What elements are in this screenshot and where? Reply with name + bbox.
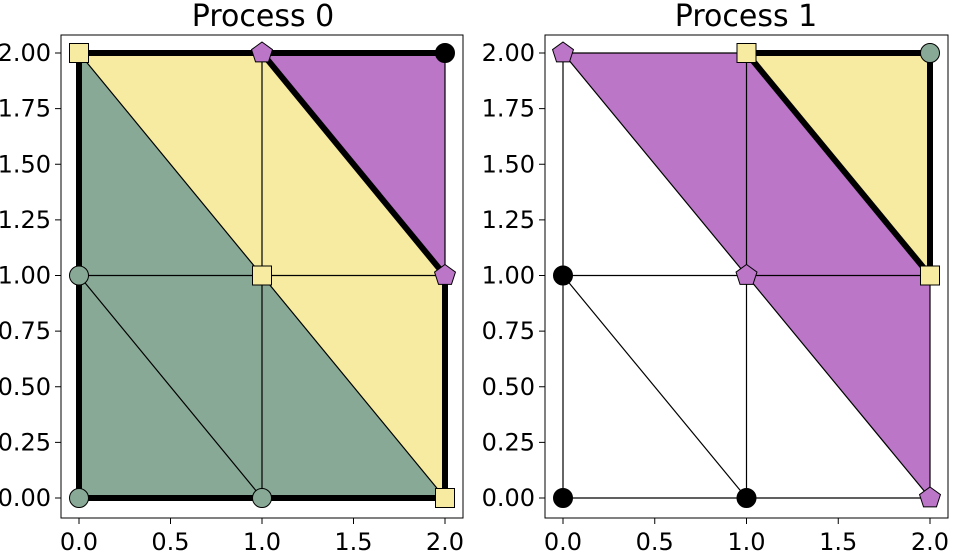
y-tick-label: 0.50 <box>482 373 535 401</box>
mesh-edge <box>562 275 747 499</box>
y-tick-label: 1.00 <box>482 262 535 290</box>
mesh-edge <box>78 275 263 499</box>
y-tick-label: 1.00 <box>0 262 51 290</box>
x-tick-label: 0.0 <box>544 528 582 551</box>
x-tick-label: 0.5 <box>151 528 189 551</box>
vertex-marker-pentagon <box>918 486 942 508</box>
mesh-edge <box>261 275 446 499</box>
y-tick-label: 1.25 <box>0 206 51 234</box>
boundary-edge <box>259 51 448 278</box>
x-tick-label: 2.0 <box>911 528 949 551</box>
y-tick-label: 0.25 <box>482 428 535 456</box>
vertex-marker-square <box>736 43 757 63</box>
vertex-marker-pentagon <box>551 41 575 63</box>
y-tick-label: 0.50 <box>0 373 51 401</box>
plot-area <box>69 41 457 508</box>
x-tick-label: 1.0 <box>727 528 765 551</box>
vertex-marker-circle <box>69 265 89 286</box>
vertex-marker-circle <box>553 488 573 508</box>
vertex-marker-square <box>252 265 272 286</box>
mesh-edge <box>562 52 747 276</box>
x-tick-label: 1.5 <box>819 528 857 551</box>
vertex-marker-square <box>920 265 940 286</box>
vertex-marker-circle <box>252 488 272 508</box>
mesh-edge <box>78 52 263 276</box>
vertex-marker-circle <box>553 265 573 286</box>
y-tick-label: 1.25 <box>482 206 535 234</box>
x-tick-label: 2.0 <box>426 528 464 551</box>
y-tick-label: 2.00 <box>0 39 51 67</box>
panel-process-0: Process 0 0.0 0.5 1.0 1.5 2.0 0.00 0.25 0.50 0.7… <box>0 0 464 551</box>
y-tick-label: 1.50 <box>0 150 51 178</box>
y-tick-label: 0.00 <box>482 484 535 512</box>
panel-process-1: Process 1 0.0 0.5 1.0 1.5 2.0 0.00 0.25 0.50 0.7… <box>482 0 950 551</box>
vertex-marker-pentagon <box>250 41 274 63</box>
x-tick-label: 1.0 <box>243 528 281 551</box>
vertex-marker-square <box>69 43 89 63</box>
panel-title: Process 0 <box>192 0 334 34</box>
y-tick-label: 1.50 <box>482 150 535 178</box>
boundary-edge <box>744 51 933 278</box>
y-tick-label: 0.75 <box>482 317 535 345</box>
x-tick-label: 1.5 <box>334 528 372 551</box>
panel-title: Process 1 <box>675 0 817 34</box>
x-tick-label: 0.0 <box>60 528 98 551</box>
vertex-marker-square <box>435 488 455 508</box>
vertex-marker-pentagon <box>433 263 457 285</box>
vertex-marker-pentagon <box>735 263 758 285</box>
vertex-marker-circle <box>435 43 455 63</box>
x-tick-label: 0.5 <box>636 528 674 551</box>
vertex-marker-circle <box>69 488 89 508</box>
vertex-marker-circle <box>920 43 940 63</box>
y-tick-label: 0.25 <box>0 428 51 456</box>
y-tick-label: 1.75 <box>0 95 51 123</box>
mesh-edge <box>746 275 931 499</box>
y-tick-label: 0.75 <box>0 317 51 345</box>
plot-area <box>551 41 942 508</box>
vertex-marker-circle <box>736 488 757 508</box>
y-tick-label: 2.00 <box>482 39 535 67</box>
y-tick-label: 0.00 <box>0 484 51 512</box>
y-tick-label: 1.75 <box>482 95 535 123</box>
